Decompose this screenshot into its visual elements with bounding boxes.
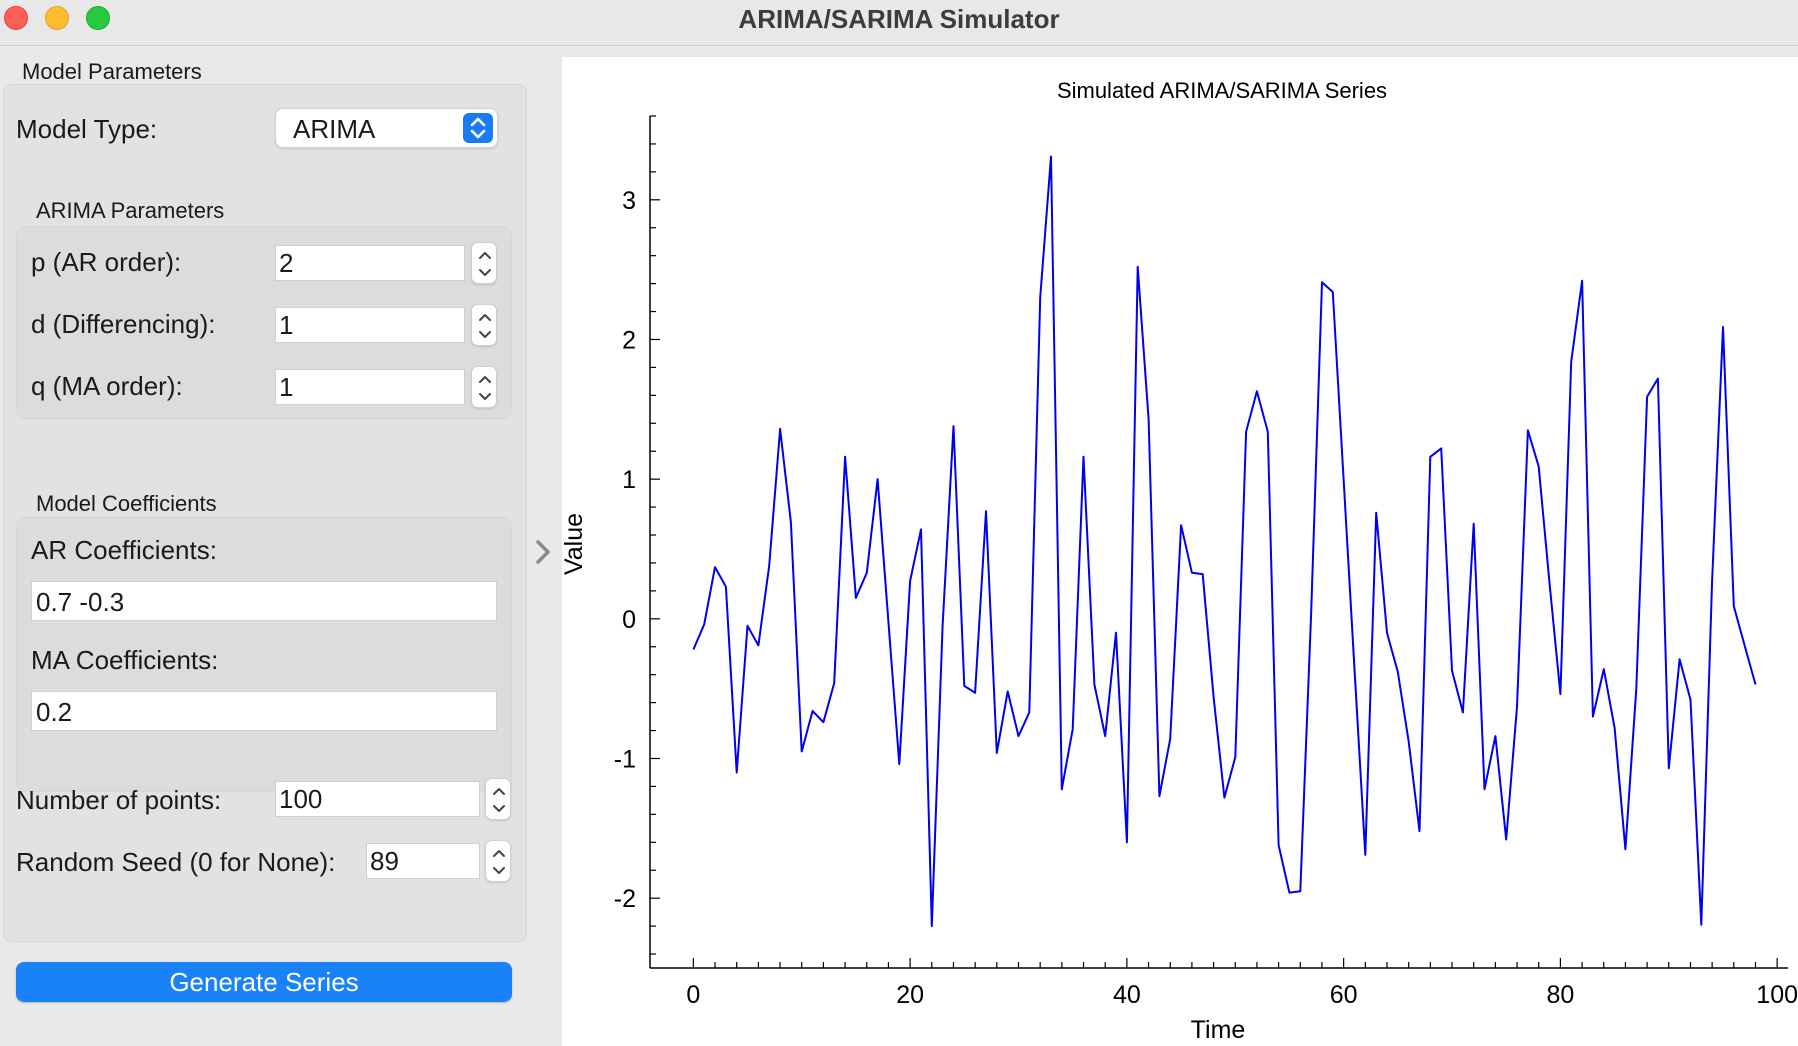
random-seed-stepper[interactable] — [485, 840, 511, 882]
chart-title: Simulated ARIMA/SARIMA Series — [1057, 78, 1387, 103]
ma-coefficients-input[interactable]: 0.2 — [31, 691, 497, 731]
y-tick-label: 2 — [622, 326, 636, 354]
d-input[interactable]: 1 — [275, 307, 465, 343]
p-input[interactable]: 2 — [275, 245, 465, 281]
splitter-handle[interactable] — [531, 532, 555, 577]
d-value: 1 — [279, 310, 294, 340]
q-label: q (MA order): — [31, 371, 183, 401]
x-tick-label: 100 — [1756, 981, 1798, 1009]
x-tick-label: 20 — [896, 981, 924, 1009]
ar-coefficients-label: AR Coefficients: — [31, 535, 217, 565]
zoom-window-button[interactable] — [86, 6, 110, 30]
p-stepper[interactable] — [471, 242, 497, 284]
p-value: 2 — [279, 248, 294, 278]
y-tick-label: -2 — [614, 885, 636, 913]
model-type-label: Model Type: — [16, 114, 158, 144]
number-of-points-input[interactable]: 100 — [275, 781, 480, 817]
ar-coefficients-value: 0.7 -0.3 — [36, 587, 125, 617]
x-axis-label: Time — [1191, 1016, 1246, 1044]
x-tick-label: 0 — [686, 981, 700, 1009]
stepper-arrows-icon — [479, 314, 491, 338]
model-type-select[interactable]: ARIMA — [275, 108, 498, 148]
chevron-right-icon — [536, 540, 550, 564]
q-input[interactable]: 1 — [275, 369, 465, 405]
chevron-up-down-icon — [463, 113, 493, 143]
x-tick-label: 40 — [1113, 981, 1141, 1009]
stepper-arrows-icon — [493, 788, 505, 812]
minimize-window-button[interactable] — [45, 6, 69, 30]
stepper-arrows-icon — [479, 252, 491, 276]
series-line — [692, 155, 1757, 928]
ar-coefficients-input[interactable]: 0.7 -0.3 — [31, 581, 497, 621]
q-value: 1 — [279, 372, 294, 402]
random-seed-input[interactable]: 89 — [366, 843, 480, 879]
y-tick-label: 0 — [622, 606, 636, 634]
d-label: d (Differencing): — [31, 309, 216, 339]
arima-parameters-group-title: ARIMA Parameters — [36, 198, 225, 223]
ma-coefficients-label: MA Coefficients: — [31, 645, 219, 675]
close-window-button[interactable] — [4, 6, 28, 30]
random-seed-label: Random Seed (0 for None): — [16, 847, 336, 877]
x-tick-label: 60 — [1330, 981, 1358, 1009]
model-coefficients-group-title: Model Coefficients — [36, 491, 217, 516]
number-of-points-label: Number of points: — [16, 785, 222, 815]
generate-series-button[interactable]: Generate Series — [16, 962, 512, 1002]
number-of-points-stepper[interactable] — [485, 778, 511, 820]
window-title: ARIMA/SARIMA Simulator — [738, 4, 1060, 34]
stepper-arrows-icon — [479, 376, 491, 400]
model-parameters-group-title: Model Parameters — [22, 59, 202, 84]
y-tick-label: -1 — [614, 745, 636, 773]
ma-coefficients-value: 0.2 — [36, 697, 73, 727]
number-of-points-value: 100 — [279, 784, 323, 814]
series-chart: Simulated ARIMA/SARIMA Series Time Value… — [560, 78, 1798, 1044]
d-stepper[interactable] — [471, 304, 497, 346]
y-tick-label: 3 — [622, 187, 636, 215]
p-label: p (AR order): — [31, 247, 182, 277]
stepper-arrows-icon — [493, 850, 505, 874]
y-axis-label: Value — [562, 513, 588, 575]
plot-canvas: Simulated ARIMA/SARIMA Series Time Value… — [560, 57, 1798, 1046]
model-coefficients-group — [16, 517, 512, 792]
model-type-value: ARIMA — [293, 114, 376, 144]
q-stepper[interactable] — [471, 366, 497, 408]
y-tick-label: 1 — [622, 466, 636, 494]
title-bar: ARIMA/SARIMA Simulator — [0, 0, 1798, 46]
controls-panel: Model Parameters Model Type: ARIMA ARIMA… — [0, 47, 562, 1046]
x-tick-label: 80 — [1546, 981, 1574, 1009]
random-seed-value: 89 — [370, 846, 399, 876]
